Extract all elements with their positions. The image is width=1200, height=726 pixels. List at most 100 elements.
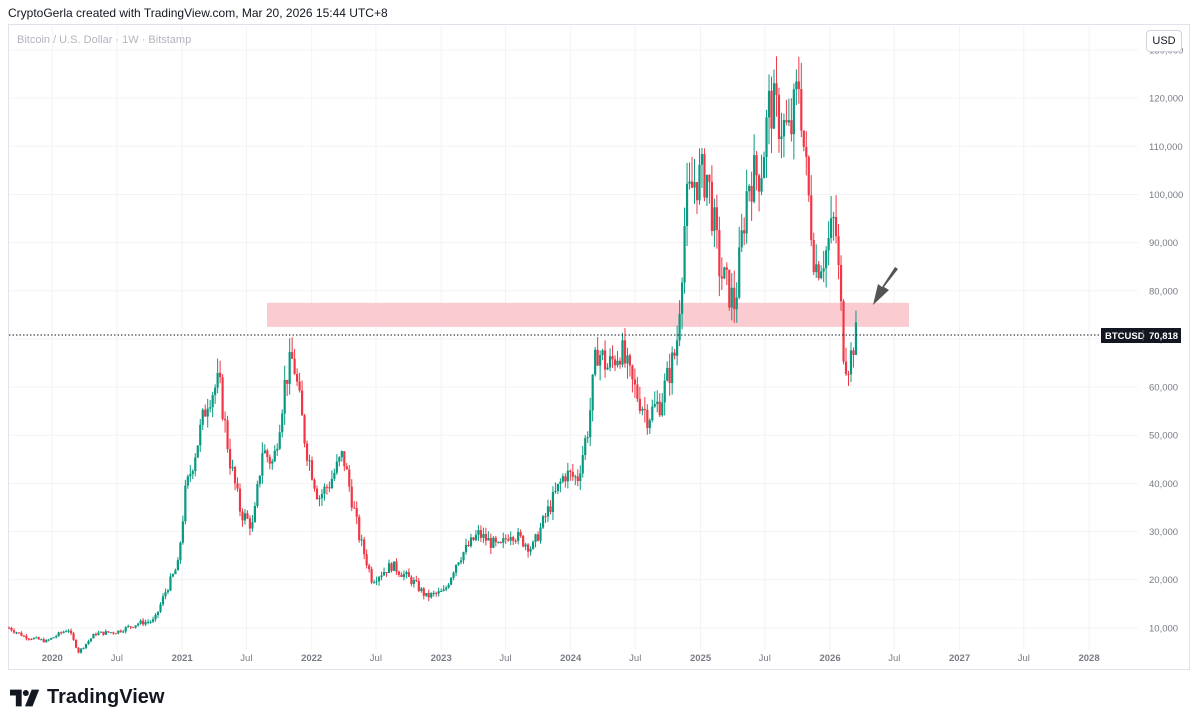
candle-body <box>156 611 160 615</box>
candle-body <box>680 282 684 314</box>
candle-body <box>561 476 564 482</box>
candle-body <box>37 637 40 640</box>
tradingview-logo[interactable]: TradingView <box>10 686 164 709</box>
candle-body <box>114 633 117 635</box>
candle-body <box>589 410 592 438</box>
candle-body <box>770 90 773 129</box>
y-tick-label: 90,000 <box>1149 238 1178 249</box>
candle-body <box>338 457 341 462</box>
candle-body <box>442 589 445 592</box>
y-tick-label: 80,000 <box>1149 286 1178 297</box>
candle-body <box>368 565 371 570</box>
candle-body <box>20 632 23 636</box>
candle-body <box>390 563 393 571</box>
candle-body <box>214 387 217 396</box>
candle-body <box>402 573 406 577</box>
candle-body <box>375 581 378 583</box>
candle-body <box>825 250 828 269</box>
candle-body <box>462 552 465 561</box>
candle-body <box>787 120 790 123</box>
candle-body <box>373 582 376 584</box>
candle-body <box>12 630 16 633</box>
candle-body <box>559 481 562 484</box>
candle-body <box>489 538 492 548</box>
candle-body <box>531 541 535 549</box>
candle-body <box>750 185 753 202</box>
candle-body <box>79 648 83 653</box>
candle-body <box>777 94 781 139</box>
candle-body <box>348 469 351 487</box>
candle-body <box>335 461 338 473</box>
candle-body <box>591 374 594 411</box>
candle-body <box>636 384 639 399</box>
candle-body <box>333 472 336 479</box>
x-tick-label: Jul <box>499 653 511 664</box>
candle-body <box>420 588 423 591</box>
candle-body <box>400 574 403 577</box>
x-tick-label: Jul <box>240 653 252 664</box>
candle-body <box>7 627 11 629</box>
candle-body <box>109 632 112 634</box>
candle-body <box>35 637 38 639</box>
candle-body <box>807 156 810 196</box>
candle-body <box>253 505 256 523</box>
candle-body <box>236 483 239 489</box>
candle-body <box>25 635 28 639</box>
candle-body <box>407 572 410 577</box>
candle-body <box>305 443 309 461</box>
candle-body <box>60 632 63 634</box>
candle-body <box>405 572 408 574</box>
candle-body <box>648 420 651 429</box>
candle-body <box>238 488 242 512</box>
candle-body <box>656 401 659 405</box>
candle-body <box>186 476 189 486</box>
candle-body <box>551 492 555 513</box>
candle-body <box>738 247 741 298</box>
candle-body <box>129 626 132 628</box>
symbol-title[interactable]: Bitcoin / U.S. Dollar · 1W · Bitstamp <box>17 34 192 46</box>
candle-body <box>417 581 420 591</box>
time-axis[interactable]: 2020 Jul 2021 Jul 2022 Jul 2023 Jul 2024 Jul 2025 J… <box>42 653 1100 664</box>
candle-body <box>854 322 858 355</box>
candle-body <box>661 402 664 416</box>
candle-body <box>832 216 835 219</box>
candle-body <box>380 575 383 578</box>
candle-body <box>142 620 145 625</box>
candle-body <box>40 639 43 641</box>
candle-body <box>328 487 331 489</box>
candle-body <box>149 621 152 623</box>
candle-body <box>767 90 771 118</box>
candle-body <box>45 639 48 643</box>
candle-body <box>683 226 686 283</box>
candle-body <box>340 451 343 458</box>
currency-button[interactable]: USD <box>1146 30 1182 52</box>
candle-body <box>432 592 435 594</box>
candle-body <box>792 89 795 135</box>
y-tick-label: 10,000 <box>1149 623 1178 634</box>
candle-body <box>171 574 175 577</box>
candle-body <box>233 467 237 484</box>
candle-body <box>472 537 475 541</box>
candle-body <box>246 513 249 519</box>
candle-body <box>780 136 783 139</box>
chart-frame[interactable] <box>8 24 1190 670</box>
candle-body <box>643 409 646 411</box>
candle-body <box>469 537 473 547</box>
candle-body <box>99 631 102 633</box>
candle-body <box>584 438 587 456</box>
candle-body <box>209 407 212 409</box>
candle-body <box>87 641 90 644</box>
candle-body <box>730 287 733 308</box>
candle-body <box>410 576 413 584</box>
candle-body <box>219 372 222 378</box>
candle-body <box>526 544 530 552</box>
candle-body <box>497 542 500 544</box>
y-tick-label: 20,000 <box>1149 575 1178 586</box>
candle-body <box>541 516 545 528</box>
candle-body <box>576 476 579 481</box>
candle-body <box>514 540 517 542</box>
candle-body <box>502 538 505 543</box>
y-tick-label: 100,000 <box>1149 190 1183 201</box>
candle-body <box>174 570 177 575</box>
